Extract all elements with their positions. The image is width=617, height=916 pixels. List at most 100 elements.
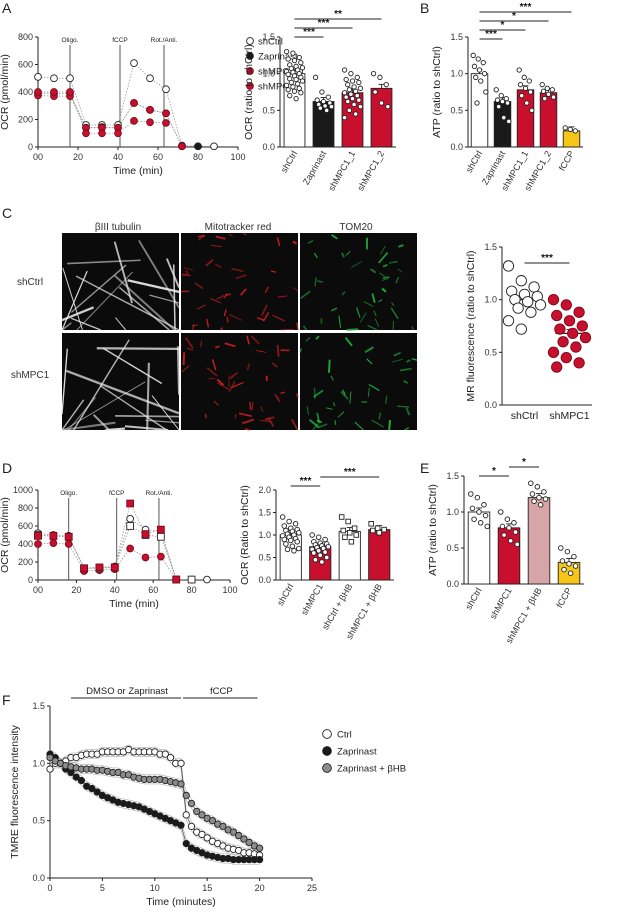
legend-label: shMPC1_1 [258, 67, 305, 78]
data-point [285, 56, 291, 62]
image-structure [354, 421, 364, 431]
data-point [314, 97, 320, 103]
bar [497, 527, 521, 585]
data-point [542, 95, 548, 102]
data-point [146, 106, 154, 114]
data-point [194, 142, 202, 151]
panel-label-a: A [2, 0, 12, 16]
data-point [483, 89, 489, 95]
data-point [95, 563, 104, 572]
data-point [576, 320, 588, 332]
significance-label: * [522, 457, 526, 468]
image-structure [246, 335, 250, 345]
image-structure [67, 259, 141, 265]
image-structure [176, 346, 180, 395]
image-structure [367, 387, 370, 397]
data-point [322, 549, 328, 555]
legend-marker [322, 729, 332, 739]
data-point [539, 82, 545, 88]
data-point [511, 520, 517, 526]
data-point [534, 299, 547, 311]
data-point [291, 57, 298, 64]
significance-label: *** [485, 29, 497, 40]
data-point [311, 550, 317, 556]
image-structure [92, 414, 110, 431]
data-point [566, 561, 572, 567]
data-point [279, 514, 286, 520]
series-line [37, 62, 214, 147]
image-structure [330, 307, 338, 312]
legend-marker [246, 37, 254, 45]
image-structure [378, 252, 389, 264]
x-tick-label: 100 [222, 585, 237, 595]
y-tick-label: 0 [28, 575, 33, 585]
image-structure [73, 339, 130, 431]
image-structure [250, 335, 260, 345]
data-point [507, 538, 514, 544]
data-point [536, 494, 542, 501]
data-point [502, 315, 515, 327]
image-structure [344, 337, 353, 347]
x-axis-label: Time (minutes) [146, 896, 216, 908]
data-point [291, 88, 298, 94]
y-axis-label: OCR (Ratio to shCtrl) [239, 485, 251, 585]
category-label: shMPC1 [549, 410, 589, 422]
data-point [372, 89, 378, 95]
data-point [524, 100, 530, 106]
image-structure [341, 389, 346, 396]
data-point [385, 104, 391, 110]
x-tick-label: 80 [193, 152, 203, 162]
data-point [516, 67, 522, 73]
image-structure [261, 304, 268, 316]
image-structure [242, 232, 248, 236]
image-structure [231, 267, 244, 272]
data-point [572, 128, 578, 134]
data-point [356, 97, 362, 103]
data-point [475, 56, 481, 62]
series-line [38, 92, 198, 147]
x-tick-label: 00 [33, 585, 43, 595]
image-structure [197, 234, 205, 241]
series-line [37, 518, 207, 580]
image-structure [99, 384, 167, 431]
image-structure [292, 287, 299, 292]
data-point [342, 534, 348, 541]
y-tick-label: 1.0 [484, 295, 497, 305]
data-point [208, 817, 217, 825]
sem-band [49, 744, 260, 851]
y-tick-label: 1.5 [32, 701, 45, 711]
data-point [283, 82, 290, 89]
y-tick-label: 0.5 [32, 816, 45, 826]
y-tick-label: 2.0 [258, 485, 271, 495]
data-point [494, 97, 501, 103]
image-structure [228, 381, 236, 393]
data-point [291, 548, 297, 554]
image-structure [363, 301, 374, 308]
image-structure [114, 317, 127, 331]
image-structure [151, 395, 180, 431]
image-structure [381, 287, 387, 293]
image-structure [240, 288, 247, 296]
image-structure [211, 359, 217, 371]
image-shctrl-mitotracker [180, 232, 299, 331]
y-tick-label: 0.5 [258, 553, 271, 563]
data-point [551, 361, 563, 373]
image-structure [280, 328, 295, 331]
data-point [383, 82, 389, 88]
data-point [289, 543, 296, 550]
data-point [550, 94, 557, 100]
image-structure [390, 307, 399, 320]
image-structure [181, 365, 190, 373]
data-point [114, 129, 122, 138]
data-point [471, 63, 478, 69]
data-point [567, 570, 574, 576]
y-tick-label: 600 [18, 60, 33, 70]
image-structure [235, 274, 247, 280]
data-point [470, 52, 476, 58]
significance-label: ** [334, 9, 342, 20]
y-tick-label: 400 [18, 87, 33, 97]
image-structure [61, 348, 68, 415]
image-structure [264, 286, 270, 294]
data-point [560, 299, 572, 311]
